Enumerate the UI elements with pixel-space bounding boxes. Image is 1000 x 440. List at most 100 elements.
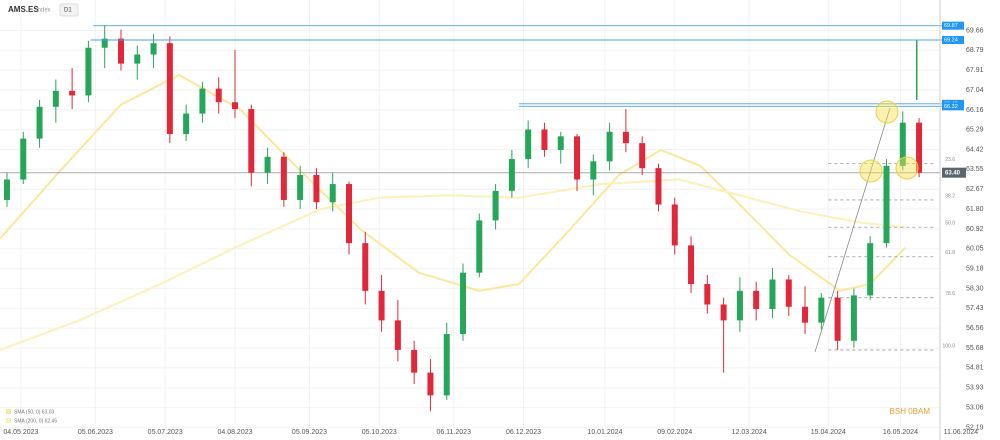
candle-body [785,279,792,307]
y-tick-label: 53.06 [966,404,984,411]
candle-body [622,131,629,144]
level-label: 69.87 [944,23,958,29]
x-tick-label: 06.12.2023 [506,429,541,436]
fib-label: 61.8 [945,250,955,256]
y-tick-label: 60.05 [966,246,984,253]
level-label: 66.32 [944,104,958,110]
x-tick-label: 11.06.2024 [944,429,979,436]
x-tick-label: 09.02.2024 [657,429,692,436]
y-tick-label: 58.30 [966,285,984,292]
candle-body [346,184,353,244]
y-tick-label: 61.80 [966,206,984,213]
symbol-desc[interactable]: Index [36,8,51,14]
candle-body [85,47,92,96]
fib-label: 78.6 [945,291,955,297]
watermark: BSH 0BAM [890,407,931,416]
candle-body [508,159,515,191]
candle-body [671,204,678,246]
candle-body [574,136,581,180]
candle-body [411,349,418,373]
fib-label: 50.0 [945,221,955,227]
candle-body [606,131,613,162]
candle-body [69,90,76,96]
candle-body [101,38,108,48]
y-tick-label: 64.42 [966,146,984,153]
level-label-box [942,102,964,111]
plot: 23.6 38.2 50.0 61.8 78.6 100.0 [0,24,962,412]
candle-body [476,220,483,273]
candle-body [264,156,271,173]
candle-body [297,174,304,200]
x-tick-label: 05.06.2023 [78,429,113,436]
timeframe[interactable]: D1 [64,8,72,14]
legend-entry: SMA (200, 0) 62.45 [14,418,57,424]
x-tick-label: 15.04.2024 [811,429,846,436]
candle-body [183,113,190,135]
y-tick-label: 56.56 [966,325,984,332]
candle-body [916,122,923,173]
candle-body [704,284,711,305]
x-tick-label: 16.05.2024 [883,429,918,436]
level-label-box [942,35,964,44]
symbol: AMS.ES [8,5,39,14]
y-tick-label: 59.18 [966,265,984,272]
sma-line [0,178,906,351]
candle-body [52,90,59,107]
candle-body [769,279,776,310]
candle-body [36,106,43,139]
candle-body [557,136,564,150]
candle-body [378,290,385,321]
candle-body [802,306,809,323]
x-tick-label: 12.03.2024 [732,429,767,436]
y-tick-label: 54.81 [966,365,984,372]
timeframe-button[interactable] [59,3,79,17]
y-tick-label: 67.04 [966,87,984,94]
candle-body [3,179,10,200]
last-price-label: 63.40 [945,170,961,176]
highlight [895,156,919,180]
candle-body [460,272,467,335]
y-tick-label: 69.66 [966,27,984,34]
x-tick-label: 04.08.2023 [217,429,252,436]
candle-body [199,88,206,114]
candle-body [280,156,287,200]
grid [0,0,940,428]
x-tick-label: 10.01.2024 [587,429,622,436]
x-tick-label: 04.05.2023 [3,429,38,436]
highlight [875,100,899,124]
candle-body [541,129,548,150]
last-price-box [942,167,966,178]
fib-label: 23.6 [945,157,955,163]
candle-body [20,138,27,180]
candle-body [362,243,369,291]
y-axis: 69.66 68.79 67.91 67.04 66.16 65.29 64.42 63.55… [3,0,984,440]
candle-body [443,334,450,396]
legend-swatch [6,418,11,423]
candle-body [427,372,434,396]
y-tick-label: 65.29 [966,127,984,134]
level-label: 69.24 [944,37,958,43]
candle-body [590,161,597,180]
y-tick-label: 60.92 [966,226,984,233]
candle-body [150,43,157,55]
candle-body [818,297,825,323]
candle-body [867,243,874,296]
y-tick-label: 55.68 [966,345,984,352]
x-tick-label: 05.09.2023 [292,429,327,436]
candle-body [720,304,727,321]
x-tick-label: 05.07.2023 [148,429,183,436]
candle-body [883,165,890,244]
candle-body [639,143,646,169]
y-tick-label: 53.93 [966,385,984,392]
candle-body [899,122,906,166]
candle-body [834,297,841,341]
candle-body [134,54,141,64]
legend-swatch [6,409,11,414]
x-tick-label: 06.11.2023 [436,429,471,436]
candle-body [166,43,173,135]
candle-body [525,129,532,160]
fib-label: 100.0 [942,343,955,349]
fib-label: 38.2 [945,193,955,199]
